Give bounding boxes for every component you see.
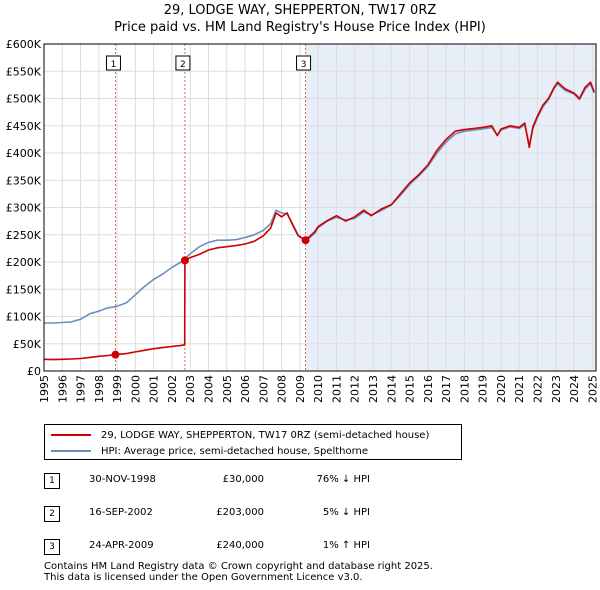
x-tick-label: 1996 — [56, 375, 69, 403]
x-tick-label: 2014 — [385, 375, 398, 403]
y-tick-label: £350K — [6, 174, 42, 187]
x-tick-label: 2008 — [276, 375, 289, 403]
y-tick-label: £500K — [6, 93, 42, 106]
sale-date: 16-SEP-2002 — [89, 507, 153, 518]
sale-label-number: 3 — [301, 60, 307, 70]
x-tick-label: 2000 — [129, 375, 142, 403]
license-text: This data is licensed under the Open Gov… — [44, 572, 363, 583]
y-tick-label: £150K — [6, 283, 42, 296]
x-tick-label: 2025 — [586, 375, 599, 403]
sale-label-number: 2 — [180, 60, 186, 70]
sale-number: 3 — [44, 539, 60, 555]
y-tick-label: £0 — [27, 365, 41, 378]
x-tick-label: 2017 — [440, 375, 453, 403]
sale-point — [111, 350, 120, 359]
sale-label-box — [105, 55, 121, 71]
x-tick-label: 2011 — [330, 375, 343, 403]
table-row: 2 16-SEP-2002 £203,000 5% ↓ HPI — [44, 504, 464, 524]
y-tick-label: £450K — [6, 120, 42, 133]
x-tick-label: 2003 — [184, 375, 197, 403]
x-tick-label: 2001 — [148, 375, 161, 403]
y-tick-label: £550K — [6, 65, 42, 78]
x-tick-label: 2023 — [550, 375, 563, 403]
x-tick-label: 2024 — [568, 375, 581, 403]
y-tick-label: £100K — [6, 311, 42, 324]
x-tick-label: 1998 — [93, 375, 106, 403]
x-tick-label: 2019 — [477, 375, 490, 403]
x-tick-label: 2006 — [239, 375, 252, 403]
sale-date: 30-NOV-1998 — [89, 474, 156, 485]
sale-label-box — [296, 55, 312, 71]
x-tick-label: 2005 — [221, 375, 234, 403]
x-tick-label: 1999 — [111, 375, 124, 403]
y-tick-label: £600K — [6, 38, 42, 51]
x-tick-label: 2022 — [532, 375, 545, 403]
sale-date: 24-APR-2009 — [89, 540, 154, 551]
y-tick-label: £300K — [6, 202, 42, 215]
y-tick-label: £250K — [6, 229, 42, 242]
x-tick-label: 2015 — [404, 375, 417, 403]
x-tick-label: 1995 — [38, 375, 51, 403]
chart-subtitle: Price paid vs. HM Land Registry's House … — [114, 20, 486, 35]
x-tick-label: 2009 — [294, 375, 307, 403]
y-tick-label: £50K — [13, 338, 42, 351]
legend-label-property: 29, LODGE WAY, SHEPPERTON, TW17 0RZ (sem… — [101, 429, 430, 441]
series-line-property — [43, 81, 595, 361]
x-tick-label: 2020 — [495, 375, 508, 403]
sale-price: £30,000 — [222, 474, 264, 485]
legend: 29, LODGE WAY, SHEPPERTON, TW17 0RZ (sem… — [44, 424, 462, 460]
sale-label-box — [175, 55, 191, 71]
x-tick-label: 2013 — [367, 375, 380, 403]
sale-price: £240,000 — [216, 540, 264, 551]
sale-hpi-comparison: 5% ↓ HPI — [322, 507, 370, 518]
legend-swatch-hpi — [51, 450, 91, 452]
y-tick-label: £400K — [6, 147, 42, 160]
sale-point — [301, 236, 310, 245]
y-tick-label: £200K — [6, 256, 42, 269]
x-tick-label: 2018 — [458, 375, 471, 403]
sale-hpi-comparison: 76% ↓ HPI — [316, 474, 370, 485]
x-tick-label: 2004 — [203, 375, 216, 403]
table-row: 1 30-NOV-1998 £30,000 76% ↓ HPI — [44, 471, 464, 491]
table-row: 3 24-APR-2009 £240,000 1% ↑ HPI — [44, 537, 464, 557]
legend-item-hpi: HPI: Average price, semi-detached house,… — [51, 444, 368, 458]
footer: Contains HM Land Registry data © Crown c… — [44, 561, 433, 583]
legend-item-property: 29, LODGE WAY, SHEPPERTON, TW17 0RZ (sem… — [51, 428, 429, 442]
copyright-text: Contains HM Land Registry data © Crown c… — [44, 561, 433, 572]
legend-swatch-property — [51, 434, 91, 436]
x-tick-label: 2007 — [257, 375, 270, 403]
sale-hpi-comparison: 1% ↑ HPI — [322, 540, 370, 551]
sale-price: £203,000 — [216, 507, 264, 518]
x-tick-label: 2002 — [166, 375, 179, 403]
legend-label-hpi: HPI: Average price, semi-detached house,… — [101, 445, 369, 457]
sale-number: 2 — [44, 506, 60, 522]
x-tick-label: 2016 — [422, 375, 435, 403]
x-tick-label: 2010 — [312, 375, 325, 403]
sale-label-number: 1 — [111, 60, 117, 70]
x-tick-label: 2012 — [349, 375, 362, 403]
chart-title: 29, LODGE WAY, SHEPPERTON, TW17 0RZ — [163, 3, 437, 18]
x-tick-label: 2021 — [513, 375, 526, 403]
plot-border — [43, 43, 597, 372]
sale-number: 1 — [44, 473, 60, 489]
chart: £0 £50K £100K £150K £200K £250K £300K £350K £400… — [6, 38, 600, 403]
x-tick-label: 1997 — [75, 375, 88, 403]
sale-point — [180, 256, 189, 265]
